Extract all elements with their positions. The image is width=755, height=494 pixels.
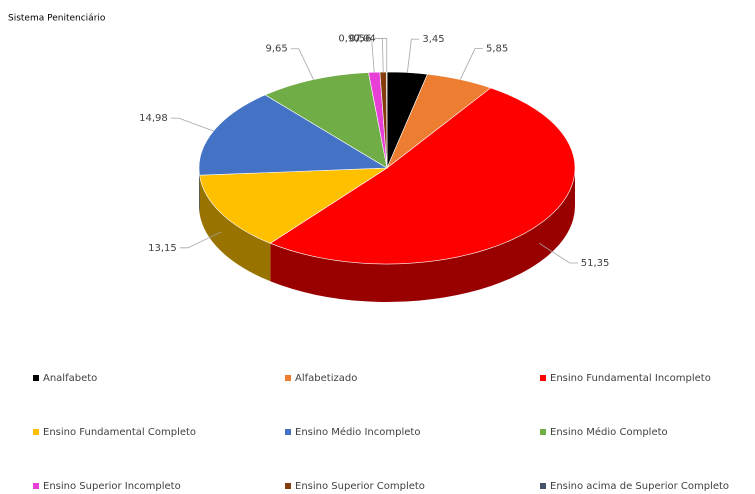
data-label: 0,04	[353, 33, 375, 44]
leader-line	[539, 242, 578, 264]
slice-side	[199, 168, 200, 214]
data-label: 5,85	[486, 44, 508, 55]
legend-label: Ensino Médio Completo	[550, 426, 668, 438]
leader-line	[378, 38, 388, 73]
slice	[269, 87, 576, 265]
legend-label: Ensino Fundamental Incompleto	[550, 373, 711, 384]
legend-swatch	[285, 483, 291, 489]
legend-swatch	[285, 375, 291, 381]
leader-line	[374, 38, 384, 73]
leader-line	[459, 48, 483, 80]
slice	[199, 167, 389, 244]
legend-label: Alfabetizado	[295, 373, 357, 384]
legend-swatch	[540, 429, 546, 435]
data-label: 51,35	[581, 258, 610, 269]
data-label: 13,15	[148, 243, 177, 254]
data-label: 9,65	[266, 44, 288, 55]
leader-line	[170, 117, 214, 132]
data-label: 3,45	[422, 34, 444, 45]
legend-swatch	[540, 375, 546, 381]
data-label: 14,98	[139, 113, 168, 124]
legend-swatch	[285, 429, 291, 435]
slice-side	[270, 168, 575, 303]
legend-swatch	[33, 483, 39, 489]
leader-line	[290, 48, 314, 80]
legend-label: Ensino Fundamental Completo	[43, 427, 196, 438]
leader-line	[406, 38, 420, 73]
legend-label: Ensino Médio Incompleto	[295, 426, 420, 438]
chart-title: Sistema Penitenciário	[8, 14, 106, 24]
legend-label: Ensino acima de Superior Completo	[550, 481, 729, 492]
leader-line	[179, 231, 222, 249]
slice-side	[199, 175, 271, 282]
data-label: 0,97	[338, 34, 360, 45]
legend-label: Analfabeto	[43, 373, 97, 384]
leader-line	[363, 38, 375, 73]
legend-swatch	[33, 429, 39, 435]
legend-label: Ensino Superior Completo	[295, 481, 425, 492]
legend-swatch	[33, 375, 39, 381]
data-label: 0,56	[349, 33, 371, 44]
legend-label: Ensino Superior Incompleto	[43, 481, 181, 492]
legend-swatch	[540, 483, 546, 489]
